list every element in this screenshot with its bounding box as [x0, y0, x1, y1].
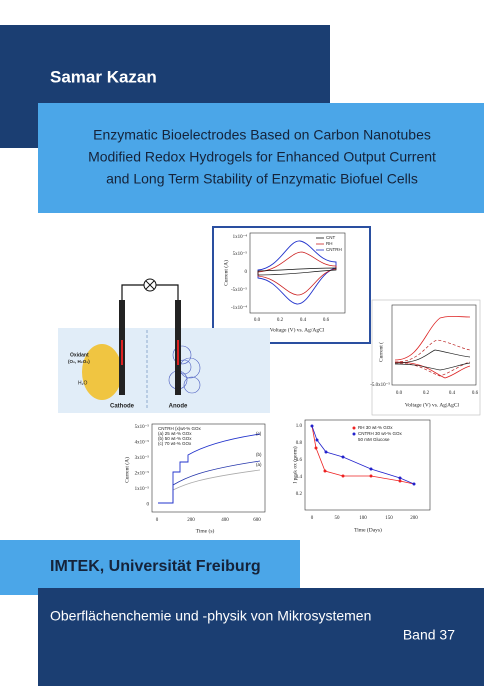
schematic-label: H₂O	[78, 380, 88, 386]
tick-label: 0.4	[296, 475, 303, 480]
curve-label: (c)	[256, 431, 262, 436]
tick-label: 0	[156, 518, 159, 523]
tick-label: 0.6	[296, 458, 303, 463]
tick-label: 1x10⁻⁴	[233, 234, 248, 240]
legend-label: (a) 25 wt-% GOx	[158, 431, 192, 436]
figure-stability: 1.0 0.8 0.6 0.4 0.2 0 50 100 150 200 Tim…	[291, 419, 431, 533]
axis-label: Current (A)	[222, 260, 229, 286]
tick-label: 0.6	[472, 391, 479, 396]
schematic-label: Cathode	[110, 404, 135, 410]
tick-label: 2x10⁻⁵	[135, 471, 150, 477]
tick-label: -1x10⁻⁴	[231, 305, 247, 311]
tick-label: 50	[335, 516, 341, 521]
tick-label: 0.0	[396, 391, 403, 396]
tick-label: 1.0	[296, 424, 303, 429]
schematic-label: (O₂, H₂O₂)	[68, 359, 90, 364]
tick-label: 0.6	[323, 318, 330, 323]
volume: Band 37	[403, 627, 455, 643]
institute-band	[0, 540, 300, 595]
title-band	[38, 103, 484, 213]
tick-label: 1x10⁻⁵	[135, 486, 150, 492]
tick-label: 5x10⁻⁵	[233, 251, 248, 257]
legend-label: 50 mM Glucose	[358, 437, 390, 442]
author: Samar Kazan	[50, 67, 157, 86]
legend-label: CNTRH 30 wt-% GOx	[358, 431, 403, 436]
figure-cv2: -5.0x10⁻⁵ 0.0 0.2 0.4 0.6 Voltage (V) vs…	[370, 299, 481, 416]
tick-label: 0.4	[449, 391, 456, 396]
series-band	[38, 588, 484, 686]
tick-label: -5.0x10⁻⁵	[370, 382, 390, 388]
tick-label: 0.2	[277, 318, 284, 323]
title-line: Modified Redox Hydrogels for Enhanced Ou…	[88, 149, 436, 165]
figure-schematic: Oxidant (O₂, H₂O₂) H₂O Cathode Anode	[58, 278, 270, 413]
series: Oberflächenchemie und -physik von Mikros…	[50, 608, 371, 624]
tick-label: 0.2	[423, 391, 430, 396]
legend-label: RH 30 wt-% GOx	[358, 425, 393, 430]
curve-label: (b)	[256, 452, 262, 457]
institute: IMTEK, Universität Freiburg	[50, 558, 261, 575]
axis-label: Voltage (V) vs. Ag|AgCl	[405, 401, 460, 408]
axis-label: Current (A)	[123, 457, 130, 483]
schematic-label: Oxidant	[70, 352, 89, 358]
axis-label: Voltage (V) vs. Ag/AgCl	[270, 326, 325, 333]
legend-label: CNT	[326, 235, 335, 240]
tick-label: 100	[359, 516, 367, 521]
tick-label: 5x10⁻⁵	[135, 424, 150, 430]
tick-label: 0.2	[296, 492, 303, 497]
curve-label: (a)	[256, 462, 262, 467]
tick-label: 0.8	[296, 441, 303, 446]
schematic-label: Anode	[169, 404, 188, 410]
tick-label: 3x10⁻⁵	[135, 455, 150, 461]
tick-label: 0	[311, 516, 314, 521]
tick-label: 4x10⁻⁵	[135, 440, 150, 446]
axis-label: I peak ox (norm)	[291, 446, 298, 483]
figure-current: 5x10⁻⁵ 4x10⁻⁵ 3x10⁻⁵ 2x10⁻⁵ 1x10⁻⁵ 0 0 2…	[123, 423, 266, 534]
legend-label: (b) 50 wt-% GOx	[158, 436, 192, 441]
tick-label: 400	[221, 518, 229, 523]
tick-label: 0.4	[300, 318, 307, 323]
tick-label: 0	[147, 503, 150, 508]
tick-label: 600	[253, 518, 261, 523]
tick-label: 200	[187, 518, 195, 523]
tick-label: -5x10⁻⁵	[231, 287, 247, 293]
legend-label: (c) 70 wt-% GOx	[158, 441, 192, 446]
axis-label: Time (s)	[196, 527, 215, 534]
tick-label: 150	[385, 516, 393, 521]
title-line: Enzymatic Bioelectrodes Based on Carbon …	[93, 127, 431, 143]
tick-label: 200	[410, 516, 418, 521]
figure-cv: 1x10⁻⁴ 5x10⁻⁵ 0 -5x10⁻⁵ -1x10⁻⁴ 0.0 0.2 …	[212, 226, 371, 344]
title-line: and Long Term Stability of Enzymatic Bio…	[106, 171, 418, 187]
legend-label: CNTRH	[326, 247, 342, 252]
tick-label: 0	[245, 270, 248, 275]
axis-label: Time (Days)	[354, 526, 382, 533]
legend-label: RH	[326, 241, 333, 246]
axis-label: Current (	[377, 342, 384, 362]
tick-label: 0.0	[254, 318, 261, 323]
legend-label: CNTRH (x)wt-% GOx	[158, 426, 201, 431]
